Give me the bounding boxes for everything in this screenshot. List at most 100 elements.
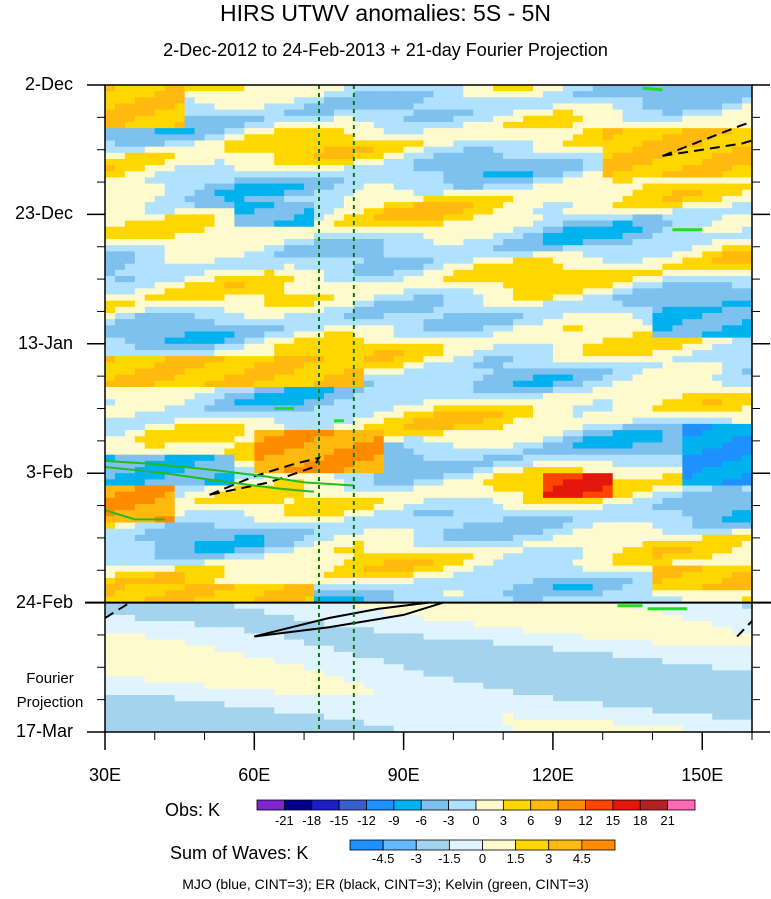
- obs-cell: [642, 269, 654, 277]
- obs-cell: [642, 171, 654, 179]
- obs-cell: [443, 553, 454, 561]
- obs-cell: [214, 183, 226, 191]
- obs-cell: [114, 399, 126, 407]
- obs-cell: [642, 146, 654, 154]
- obs-cell: [672, 294, 683, 302]
- obs-cell: [413, 386, 425, 394]
- obs-cell: [662, 504, 673, 511]
- obs-cell: [622, 276, 634, 283]
- obs-cell: [423, 460, 435, 468]
- obs-cell: [523, 134, 534, 142]
- obs-cell: [513, 528, 524, 536]
- obs-cell: [304, 294, 315, 302]
- obs-cell: [742, 460, 752, 468]
- obs-cell: [184, 146, 196, 154]
- obs-cell: [294, 239, 305, 246]
- obs-cell: [304, 140, 315, 148]
- obs-cell: [393, 436, 405, 443]
- obs-cell: [523, 245, 534, 252]
- obs-cell: [433, 423, 445, 431]
- obs-cell: [333, 140, 345, 148]
- obs-cell: [423, 134, 435, 142]
- obs-cell: [572, 467, 584, 474]
- obs-cell: [672, 91, 683, 98]
- obs-cell: [363, 245, 375, 252]
- obs-cell: [572, 479, 584, 487]
- obs-cell: [114, 109, 126, 117]
- obs-cell: [343, 189, 355, 197]
- obs-cell: [353, 251, 365, 259]
- obs-cell: [144, 282, 156, 289]
- obs-cell: [403, 177, 415, 185]
- obs-cell: [533, 411, 544, 419]
- obs-cell: [134, 510, 146, 517]
- obs-cell: [503, 177, 514, 185]
- obs-cell: [383, 534, 395, 542]
- obs-cell: [533, 128, 544, 135]
- obs-cell: [164, 263, 176, 271]
- obs-cell: [742, 349, 752, 357]
- obs-cell: [214, 491, 226, 499]
- obs-cell: [204, 454, 216, 462]
- obs-cell: [144, 103, 156, 111]
- obs-cell: [642, 319, 654, 326]
- obs-cell: [164, 189, 176, 197]
- obs-cell: [672, 220, 683, 228]
- obs-cell: [184, 319, 196, 326]
- obs-cell: [393, 146, 405, 154]
- obs-cell: [234, 165, 245, 172]
- obs-cell: [294, 362, 305, 370]
- obs-cell: [572, 356, 584, 363]
- obs-cell: [105, 399, 116, 407]
- obs-cell: [314, 183, 325, 191]
- obs-cell: [343, 553, 355, 561]
- obs-cell: [343, 97, 355, 105]
- obs-cell: [493, 405, 504, 413]
- obs-cell: [433, 183, 445, 191]
- obs-cell: [383, 306, 395, 314]
- obs-cell: [562, 430, 574, 437]
- obs-cell: [423, 146, 435, 154]
- obs-cell: [602, 121, 614, 129]
- obs-cell: [682, 239, 693, 246]
- obs-cell: [572, 516, 584, 524]
- obs-cell: [712, 423, 723, 431]
- obs-cell: [323, 528, 335, 536]
- obs-cell: [493, 540, 504, 548]
- obs-cell: [105, 306, 116, 314]
- obs-cell: [463, 356, 474, 363]
- obs-cell: [712, 251, 723, 259]
- obs-cell: [702, 97, 713, 105]
- obs-cell: [672, 356, 683, 363]
- obs-cell: [274, 380, 285, 388]
- obs-cell: [274, 473, 285, 480]
- obs-cell: [582, 399, 594, 407]
- obs-cell: [294, 411, 305, 419]
- obs-cell: [483, 158, 494, 166]
- obs-cell: [692, 331, 703, 339]
- obs-cell: [373, 189, 385, 197]
- obs-cell: [592, 134, 604, 142]
- obs-cell: [184, 374, 196, 382]
- obs-cell: [363, 411, 375, 419]
- obs-cell: [353, 226, 365, 234]
- obs-cell: [632, 343, 644, 351]
- obs-cell: [343, 430, 355, 437]
- obs-cell: [722, 479, 733, 487]
- obs-cell: [264, 158, 275, 166]
- obs-cell: [144, 269, 156, 277]
- obs-cell: [682, 97, 693, 105]
- obs-cell: [513, 312, 524, 320]
- obs-cell: [314, 152, 325, 160]
- obs-cell: [154, 226, 166, 234]
- obs-cell: [523, 263, 534, 271]
- obs-cell: [582, 337, 594, 345]
- obs-cell: [592, 306, 604, 314]
- obs-cell: [642, 214, 654, 222]
- obs-cell: [284, 276, 295, 283]
- obs-cell: [224, 263, 235, 271]
- obs-cell: [632, 510, 644, 517]
- obs-cell: [204, 337, 216, 345]
- obs-cell: [264, 534, 275, 542]
- obs-cell: [224, 510, 235, 517]
